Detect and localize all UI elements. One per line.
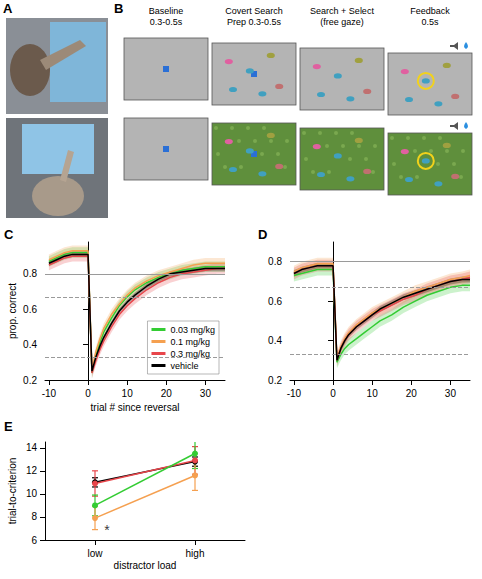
svg-text:0.8: 0.8	[23, 268, 37, 279]
svg-text:0.8: 0.8	[268, 256, 282, 267]
svg-text:*: *	[104, 522, 110, 538]
svg-text:trial-to-criterion: trial-to-criterion	[7, 458, 18, 525]
svg-text:0.6: 0.6	[268, 296, 282, 307]
svg-text:10: 10	[122, 388, 134, 399]
svg-text:0.1 mg/kg: 0.1 mg/kg	[170, 337, 210, 347]
svg-text:(free gaze): (free gaze)	[320, 17, 364, 27]
svg-text:Prep 0.3-0.5s: Prep 0.3-0.5s	[227, 17, 282, 27]
svg-text:14: 14	[26, 442, 38, 453]
svg-text:distractor load: distractor load	[114, 560, 177, 571]
svg-text:low: low	[87, 548, 103, 559]
svg-text:Search + Select: Search + Select	[310, 6, 374, 16]
svg-text:high: high	[186, 548, 205, 559]
svg-text:prop. correct: prop. correct	[7, 283, 18, 339]
svg-text:Baseline: Baseline	[149, 6, 184, 16]
svg-text:0.6: 0.6	[23, 304, 37, 315]
svg-text:20: 20	[406, 388, 418, 399]
svg-text:Feedback: Feedback	[410, 6, 450, 16]
svg-text:B: B	[114, 1, 123, 16]
svg-text:vehicle: vehicle	[170, 361, 198, 371]
svg-text:30: 30	[445, 388, 457, 399]
svg-text:Covert Search: Covert Search	[225, 6, 283, 16]
svg-text:10: 10	[26, 488, 38, 499]
svg-text:6: 6	[31, 535, 37, 546]
svg-text:0.3-0.5s: 0.3-0.5s	[150, 17, 183, 27]
svg-text:30: 30	[200, 388, 212, 399]
svg-text:0.3 mg/kg: 0.3 mg/kg	[170, 348, 210, 359]
svg-text:0.5s: 0.5s	[421, 17, 439, 27]
svg-text:C: C	[4, 228, 14, 242]
svg-text:0.03 mg/kg: 0.03 mg/kg	[170, 325, 215, 335]
svg-text:20: 20	[161, 388, 173, 399]
svg-text:0: 0	[85, 388, 91, 399]
svg-text:12: 12	[26, 465, 38, 476]
svg-text:-10: -10	[42, 388, 57, 399]
svg-text:10: 10	[367, 388, 379, 399]
svg-text:0.2: 0.2	[268, 375, 282, 386]
svg-text:0.4: 0.4	[23, 339, 37, 350]
svg-text:E: E	[4, 419, 13, 434]
svg-text:8: 8	[31, 511, 37, 522]
svg-text:0: 0	[330, 388, 336, 399]
svg-text:A: A	[3, 1, 13, 16]
svg-text:0.2: 0.2	[23, 375, 37, 386]
svg-text:0.4: 0.4	[268, 335, 282, 346]
svg-text:trial # since reversal: trial # since reversal	[91, 402, 180, 413]
svg-text:D: D	[258, 228, 267, 242]
svg-text:-10: -10	[287, 388, 302, 399]
